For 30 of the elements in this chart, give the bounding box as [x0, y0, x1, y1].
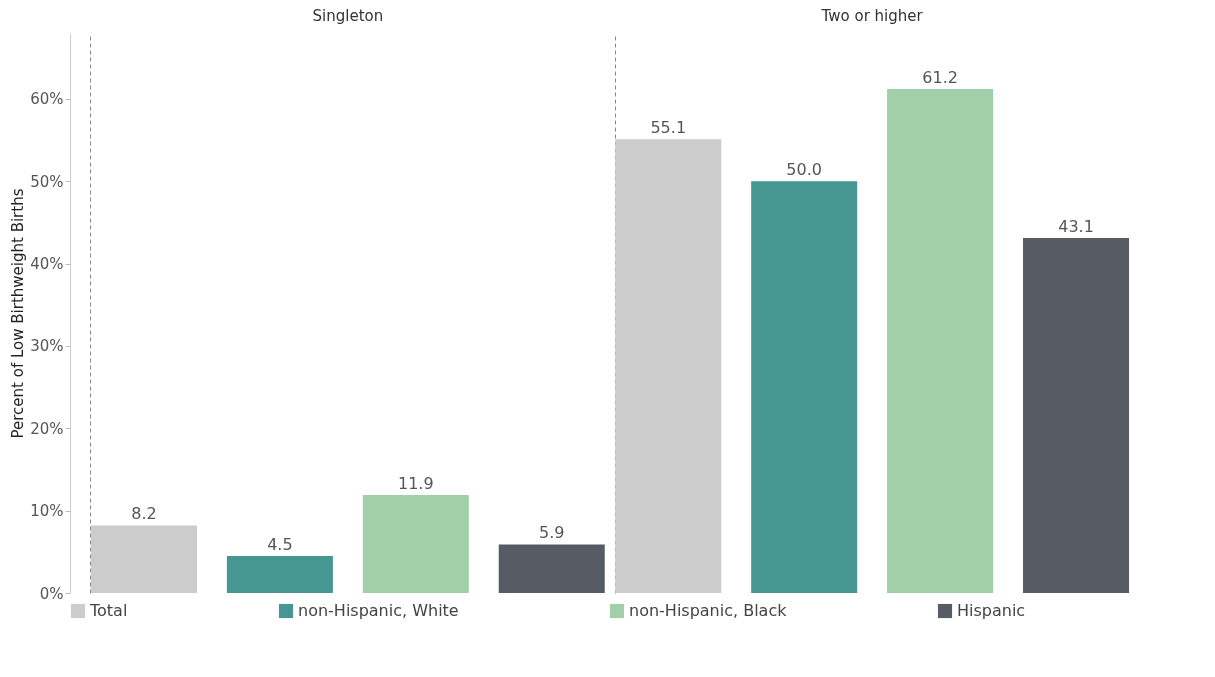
bar: [615, 139, 722, 593]
bar: [1023, 238, 1130, 593]
bar: [362, 495, 469, 593]
data-label: 43.1: [1058, 217, 1094, 237]
data-label: 55.1: [650, 118, 687, 138]
legend-label: Total: [89, 601, 128, 620]
bar: [90, 525, 197, 593]
y-tick-label: 0%: [39, 584, 64, 603]
x-tick-label: Singleton: [312, 6, 384, 25]
data-label: 8.2: [131, 504, 157, 524]
bar: [887, 89, 994, 593]
y-tick-label: 50%: [30, 172, 64, 191]
data-label: 5.9: [539, 523, 565, 543]
y-axis-title: Percent of Low Birthweight Births: [9, 188, 28, 439]
y-tick-label: 10%: [30, 502, 64, 521]
data-label: 61.2: [922, 68, 958, 87]
y-tick-label: 60%: [30, 90, 64, 109]
data-label: 11.9: [398, 474, 434, 493]
data-label: 50.0: [786, 160, 822, 180]
legend-label: Hispanic: [957, 601, 1026, 620]
x-tick-label: Two or higher: [820, 6, 924, 25]
data-label: 4.5: [267, 534, 293, 554]
legend-label: non-Hispanic, White: [298, 601, 459, 620]
y-tick-label: 20%: [30, 419, 64, 438]
bar: [751, 181, 858, 593]
y-tick-label: 40%: [30, 255, 64, 274]
bar: [226, 555, 333, 593]
bar: [498, 544, 605, 593]
legend-label: non-Hispanic, Black: [629, 601, 788, 620]
y-tick-label: 30%: [30, 337, 64, 356]
